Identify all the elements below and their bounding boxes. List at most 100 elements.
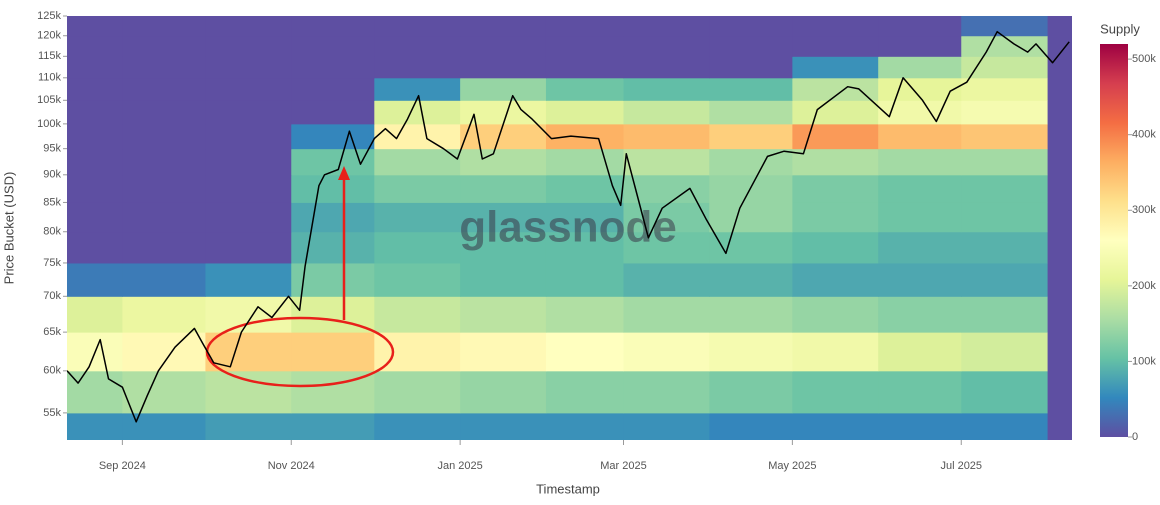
heat-cell xyxy=(122,262,206,297)
heat-cell xyxy=(709,332,793,372)
watermark: glassnode xyxy=(459,203,677,252)
heat-cell xyxy=(374,35,461,57)
heat-cell xyxy=(792,296,879,333)
heat-cell xyxy=(205,123,292,150)
heat-cell xyxy=(205,412,292,440)
heat-cell xyxy=(67,100,123,125)
colorbar-title: Supply xyxy=(1100,21,1140,36)
y-tick-label: 95k xyxy=(43,143,61,155)
heat-cell xyxy=(623,202,710,233)
heat-cell xyxy=(122,296,206,333)
heat-cell xyxy=(545,202,624,233)
heat-cell xyxy=(792,262,879,297)
heat-cell xyxy=(460,202,547,233)
heat-cell xyxy=(792,174,879,203)
heat-cell xyxy=(205,370,292,414)
heat-cell xyxy=(623,123,710,150)
y-tick-label: 85k xyxy=(43,196,61,208)
heat-cell xyxy=(122,123,206,150)
colorbar-tick-label: 400k xyxy=(1132,129,1156,141)
colorbar-tick-label: 200k xyxy=(1132,280,1156,292)
heat-cell xyxy=(545,332,624,372)
heat-cell xyxy=(291,35,375,57)
heat-cell xyxy=(545,35,624,57)
heat-cell xyxy=(878,123,962,150)
heatmap xyxy=(67,16,1072,440)
heat-cell xyxy=(709,100,793,125)
heat-cell xyxy=(374,412,461,440)
heat-cell xyxy=(67,174,123,203)
y-tick-label: 110k xyxy=(38,72,62,84)
heat-cell xyxy=(878,262,962,297)
heat-cell xyxy=(623,35,710,57)
heat-cell xyxy=(792,16,879,37)
heat-cell xyxy=(878,174,962,203)
heat-cell xyxy=(961,412,1048,440)
heat-cell xyxy=(961,148,1048,176)
y-tick-label: 65k xyxy=(43,326,61,338)
heat-cell xyxy=(374,262,461,297)
heat-cell xyxy=(792,332,879,372)
heat-cell xyxy=(460,35,547,57)
x-tick-label: Jul 2025 xyxy=(940,460,982,472)
heat-cell xyxy=(545,56,624,79)
heat-cell xyxy=(878,77,962,101)
heat-cell xyxy=(961,16,1048,37)
y-axis-title: Price Bucket (USD) xyxy=(1,172,16,285)
heat-cell xyxy=(67,35,123,57)
x-tick-label: Nov 2024 xyxy=(268,460,315,472)
heat-cell xyxy=(374,370,461,414)
heat-cell xyxy=(961,332,1048,372)
heat-cell xyxy=(460,370,547,414)
heat-cell xyxy=(205,100,292,125)
heat-cell xyxy=(460,296,547,333)
heat-cell xyxy=(709,77,793,101)
heat-cell xyxy=(460,56,547,79)
heat-cell xyxy=(205,148,292,176)
heat-cell xyxy=(67,370,123,414)
heat-cell xyxy=(792,412,879,440)
heat-cell xyxy=(291,174,375,203)
heat-cell xyxy=(623,174,710,203)
heat-cell xyxy=(67,77,123,101)
price-line xyxy=(67,30,1070,423)
heat-cell xyxy=(122,56,206,79)
heat-cell xyxy=(961,56,1048,79)
y-tick-label: 105k xyxy=(37,94,61,106)
heat-cell xyxy=(460,123,547,150)
heat-cell xyxy=(545,77,624,101)
colorbar xyxy=(1100,44,1128,437)
heat-cell xyxy=(792,100,879,125)
x-tick-label: Mar 2025 xyxy=(600,460,646,472)
heat-cell xyxy=(878,56,962,79)
heat-cell xyxy=(205,231,292,264)
heat-cell xyxy=(205,77,292,101)
heat-cell xyxy=(291,412,375,440)
heat-cell xyxy=(291,123,375,150)
heat-cell xyxy=(623,148,710,176)
heat-cell xyxy=(67,148,123,176)
heat-cell xyxy=(709,202,793,233)
heat-cell xyxy=(374,231,461,264)
heat-cell xyxy=(709,370,793,414)
colorbar-tick-label: 100k xyxy=(1132,355,1156,367)
heat-cell xyxy=(374,123,461,150)
heat-cell xyxy=(878,296,962,333)
colorbar-tick-label: 500k xyxy=(1132,53,1156,65)
heat-cell xyxy=(961,174,1048,203)
heat-cell xyxy=(545,16,624,37)
colorbar-tick-label: 0 xyxy=(1132,431,1138,443)
heat-cell xyxy=(291,332,375,372)
heat-cell xyxy=(122,77,206,101)
heat-cell xyxy=(792,148,879,176)
heat-cell xyxy=(460,412,547,440)
heat-cell xyxy=(67,202,123,233)
y-tick-label: 60k xyxy=(43,365,61,377)
heat-cell xyxy=(709,123,793,150)
heat-cell xyxy=(709,56,793,79)
heat-cell xyxy=(961,231,1048,264)
y-tick-label: 120k xyxy=(37,30,61,42)
heat-cell xyxy=(122,231,206,264)
heat-cell xyxy=(545,370,624,414)
heat-cell xyxy=(374,174,461,203)
